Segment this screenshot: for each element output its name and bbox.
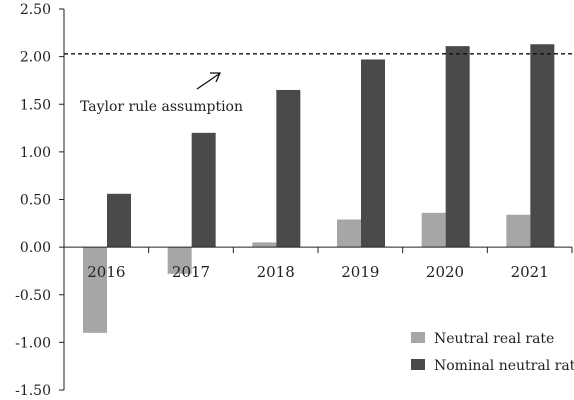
x-category-label: 2019 bbox=[341, 263, 379, 281]
x-category-label: 2021 bbox=[511, 263, 549, 281]
y-tick-label: 2.00 bbox=[20, 50, 51, 66]
bar-nominal-neutral-rate-2021 bbox=[530, 44, 555, 248]
y-tick-label: 2.50 bbox=[20, 2, 51, 18]
y-tick-label: 1.00 bbox=[20, 145, 51, 161]
legend-label: Neutral real rate bbox=[434, 331, 554, 347]
x-category-label: 2017 bbox=[172, 263, 210, 281]
legend-swatch bbox=[411, 332, 425, 343]
y-axis: 2.50 2.00 1.50 1.00 0.50 0.00 -0.50 -1.00 -1.50 bbox=[15, 2, 65, 399]
legend: Neutral real rate Nominal neutral rate bbox=[411, 331, 574, 374]
x-category-label: 2020 bbox=[426, 263, 464, 281]
bar-neutral-real-rate-2019 bbox=[337, 219, 361, 248]
y-tick-label: 0.00 bbox=[20, 240, 51, 256]
annotation-arrowhead bbox=[210, 72, 222, 83]
bar-nominal-neutral-rate-2020 bbox=[445, 46, 470, 248]
x-category-label: 2016 bbox=[87, 263, 125, 281]
y-tick-label: -1.00 bbox=[15, 335, 51, 351]
bar-neutral-real-rate-2020 bbox=[421, 212, 446, 248]
y-tick-label: 1.50 bbox=[20, 97, 51, 113]
bar-nominal-neutral-rate-2018 bbox=[276, 89, 301, 248]
legend-swatch bbox=[411, 359, 425, 370]
annotation-arrow bbox=[196, 73, 220, 90]
y-tick-label: -0.50 bbox=[15, 288, 51, 304]
bar-neutral-real-rate-2016 bbox=[83, 247, 107, 333]
x-category-label: 2018 bbox=[257, 263, 295, 281]
annotation-label: Taylor rule assumption bbox=[80, 99, 243, 115]
bar-neutral-real-rate-2017 bbox=[167, 247, 192, 274]
bar-nominal-neutral-rate-2019 bbox=[361, 59, 385, 248]
y-tick-label: -1.50 bbox=[15, 383, 51, 399]
bar-nominal-neutral-rate-2016 bbox=[107, 193, 131, 248]
legend-label: Nominal neutral rate bbox=[434, 358, 574, 374]
x-axis: 2016 2017 2018 2019 2020 2021 bbox=[64, 246, 573, 281]
bar-neutral-real-rate-2021 bbox=[506, 214, 531, 248]
bar-neutral-real-rate-2018 bbox=[252, 242, 277, 248]
y-tick-label: 0.50 bbox=[20, 193, 51, 209]
bar-nominal-neutral-rate-2017 bbox=[191, 132, 216, 248]
bars bbox=[83, 44, 555, 333]
annotation: Taylor rule assumption bbox=[80, 72, 243, 115]
